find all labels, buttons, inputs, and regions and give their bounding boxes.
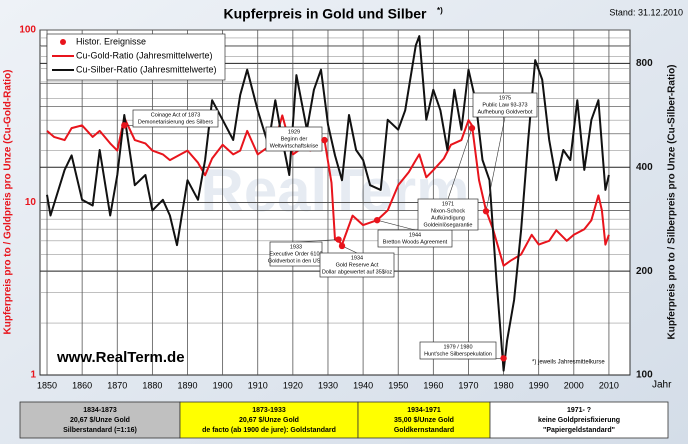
event-dot xyxy=(338,242,346,250)
y-axis-label: Kupferpreis pro to / Goldpreis pro Unze … xyxy=(3,70,14,335)
event-dot xyxy=(321,136,328,144)
era-text: 1971- ? xyxy=(567,407,591,414)
legend-marker xyxy=(60,39,66,45)
x-tick-label: 1860 xyxy=(72,380,92,390)
x-tick-label: 1930 xyxy=(318,380,338,390)
x-tick-label: 1980 xyxy=(494,380,514,390)
y2-tick-label: 400 xyxy=(636,162,653,173)
event-text: 1971 xyxy=(442,201,454,207)
event-text: Aufkündigung xyxy=(431,215,465,221)
legend-label: Histor. Ereignisse xyxy=(76,36,146,46)
event-text: 1979 / 1980 xyxy=(443,344,472,350)
event-dot xyxy=(121,122,128,129)
event-text: 1933 xyxy=(290,244,302,250)
x-tick-label: 1900 xyxy=(213,380,233,390)
x-tick-label: 1940 xyxy=(353,380,373,390)
date-note: Stand: 31.12.2010 xyxy=(609,7,683,17)
x-tick-label: 1990 xyxy=(529,380,549,390)
event-text: Bretton Woods Agreement xyxy=(383,239,448,245)
y2-tick-label: 100 xyxy=(636,370,653,381)
website: www.RealTerm.de xyxy=(56,349,185,366)
era-cell xyxy=(489,401,669,439)
event-text: Weltwirtschaftskrise xyxy=(270,143,319,149)
event-text: Goldeinlösegarantie xyxy=(424,222,473,228)
event-text: Coinage Act of 1873 xyxy=(151,112,201,118)
event-leader xyxy=(295,239,339,243)
event-leader xyxy=(377,219,416,231)
x-tick-label: 2010 xyxy=(599,380,619,390)
era-cell xyxy=(357,401,491,439)
x-tick-label: 1850 xyxy=(37,380,57,390)
era-text: 35,00 $/Unze Gold xyxy=(394,417,454,424)
legend-label: Cu-Silber-Ratio (Jahresmittelwerte) xyxy=(76,64,217,74)
era-text: 1934-1971 xyxy=(407,407,441,414)
y2-axis-label: Kupferpreis pro to / Silberpreis pro Unz… xyxy=(667,64,678,339)
event-text: Gold Reserve Act xyxy=(336,262,379,268)
event-leader xyxy=(447,127,473,200)
x-tick-label: 1970 xyxy=(458,380,478,390)
x-tick-label: 1870 xyxy=(107,380,127,390)
title-note: *) xyxy=(437,6,443,15)
era-text: de facto (ab 1900 de jure): Goldstandard xyxy=(202,427,336,434)
x-tick-label: 1890 xyxy=(177,380,197,390)
legend-box xyxy=(46,33,226,81)
legend-label: Cu-Gold-Ratio (Jahresmittelwerte) xyxy=(76,50,213,60)
event-text: 1975 xyxy=(499,95,511,101)
event-text: 1944 xyxy=(409,232,421,238)
y2-tick-label: 200 xyxy=(636,266,653,277)
event-text: Hunt'sche Silberspekulation xyxy=(424,351,492,357)
x-tick-label: 1880 xyxy=(142,380,162,390)
event-dot xyxy=(482,208,490,215)
event-text: Nixon-Schock xyxy=(431,208,465,214)
era-text: 20,67 $/Unze Gold xyxy=(239,417,299,424)
era-text: keine Goldpreisfixierung xyxy=(538,417,620,424)
event-text: Executive Order 6102 xyxy=(269,251,322,257)
event-box xyxy=(269,241,323,267)
era-cell xyxy=(19,401,181,439)
event-dot xyxy=(468,124,476,132)
event-box xyxy=(132,109,219,128)
y-tick-label: 1 xyxy=(30,370,36,381)
footnote: *) jeweils Jahresmittelkurse xyxy=(532,360,605,366)
event-dot xyxy=(500,355,507,362)
event-box xyxy=(417,198,479,231)
x-tick-label: 2000 xyxy=(564,380,584,390)
event-box xyxy=(265,126,323,152)
era-text: 1834-1873 xyxy=(83,407,117,414)
event-dot xyxy=(335,236,342,243)
era-cell xyxy=(179,401,359,439)
event-text: 1934 xyxy=(351,255,363,261)
event-box xyxy=(419,341,497,360)
y-tick-label: 10 xyxy=(25,197,37,208)
x-tick-label: 1950 xyxy=(388,380,408,390)
event-dot xyxy=(373,216,381,224)
event-text: Beginn der xyxy=(281,136,308,142)
y-tick-label: 100 xyxy=(19,25,36,36)
x-tick-label: 1920 xyxy=(283,380,303,390)
event-text: 1929 xyxy=(288,129,300,135)
era-text: 20,67 $/Unze Gold xyxy=(70,417,130,424)
x-axis-label: Jahr xyxy=(652,380,672,391)
event-text: Goldverbot in den USA xyxy=(268,258,325,264)
era-text: 1873-1933 xyxy=(252,407,286,414)
event-text: Dollar abgewertet auf 35$/oz xyxy=(322,269,393,275)
chart-title: Kupferpreis in Gold und Silber xyxy=(223,6,427,22)
event-box xyxy=(377,229,453,248)
x-tick-label: 1960 xyxy=(423,380,443,390)
event-text: Demonetarisierung des Silbers xyxy=(138,119,213,125)
event-text: Public Law 93-373 xyxy=(482,102,527,108)
event-box xyxy=(319,252,395,278)
event-leader xyxy=(485,116,506,212)
y2-tick-label: 800 xyxy=(636,58,653,69)
era-text: "Papiergeldstandard" xyxy=(543,427,615,434)
x-tick-label: 1910 xyxy=(248,380,268,390)
series-line xyxy=(46,35,610,372)
era-text: Silberstandard (=1:16) xyxy=(63,427,137,434)
era-text: Goldkernstandard xyxy=(394,427,454,434)
event-text: Aufhebung Goldverbot xyxy=(477,109,533,115)
event-box xyxy=(472,92,538,118)
